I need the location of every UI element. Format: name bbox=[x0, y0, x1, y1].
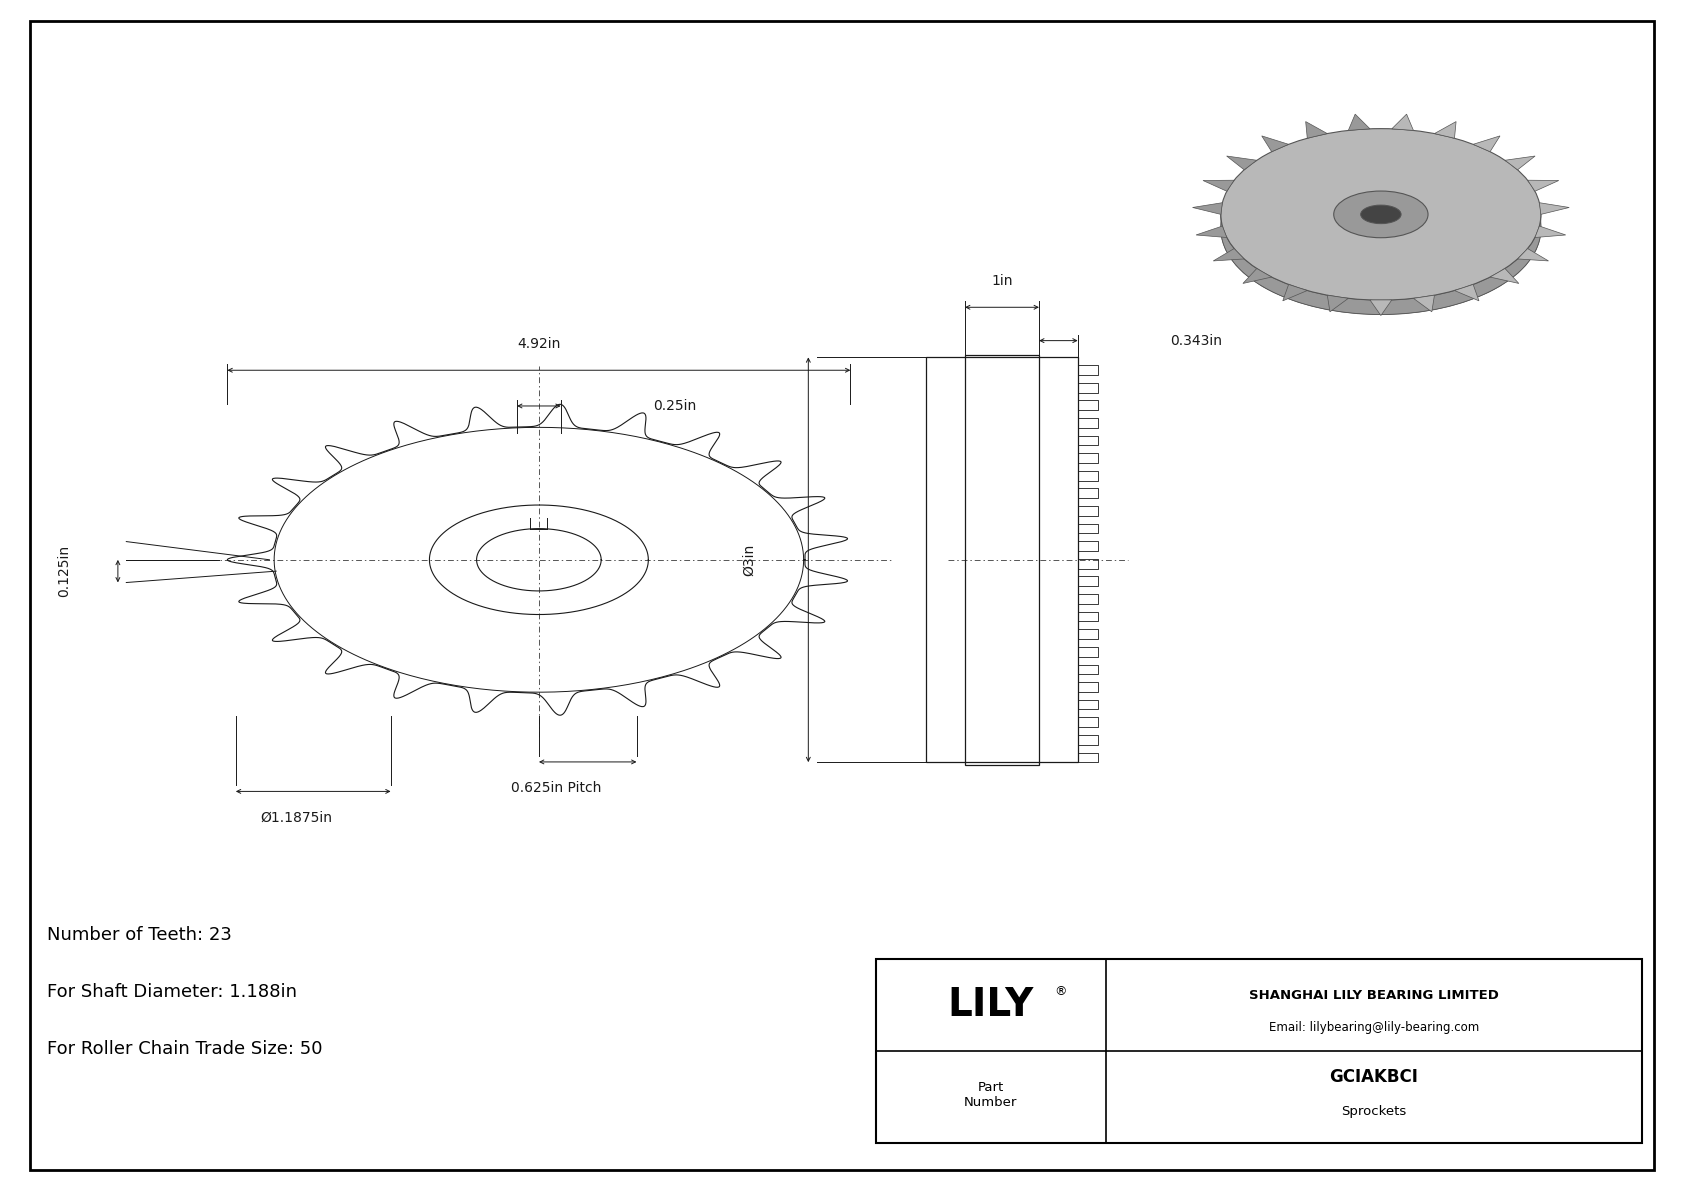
Text: SHANGHAI LILY BEARING LIMITED: SHANGHAI LILY BEARING LIMITED bbox=[1250, 990, 1499, 1002]
Polygon shape bbox=[1534, 226, 1566, 237]
Polygon shape bbox=[1490, 268, 1519, 283]
Text: For Shaft Diameter: 1.188in: For Shaft Diameter: 1.188in bbox=[47, 983, 296, 1002]
Text: 0.625in Pitch: 0.625in Pitch bbox=[510, 781, 601, 796]
Text: For Roller Chain Trade Size: 50: For Roller Chain Trade Size: 50 bbox=[47, 1040, 323, 1059]
Text: Ø1.1875in: Ø1.1875in bbox=[261, 811, 332, 824]
Polygon shape bbox=[1305, 121, 1327, 138]
Polygon shape bbox=[1261, 136, 1288, 151]
Polygon shape bbox=[1505, 156, 1536, 170]
Ellipse shape bbox=[1361, 205, 1401, 224]
Polygon shape bbox=[1435, 121, 1457, 138]
Text: Sprockets: Sprockets bbox=[1340, 1105, 1406, 1118]
Polygon shape bbox=[1391, 114, 1413, 131]
Polygon shape bbox=[1539, 202, 1569, 214]
Polygon shape bbox=[1455, 285, 1479, 301]
Polygon shape bbox=[1212, 249, 1244, 261]
Text: 1in: 1in bbox=[992, 274, 1012, 288]
Text: 4.92in: 4.92in bbox=[517, 337, 561, 351]
Text: 0.343in: 0.343in bbox=[1170, 333, 1223, 348]
Polygon shape bbox=[1202, 180, 1234, 192]
Polygon shape bbox=[1226, 156, 1256, 170]
Text: Ø3in: Ø3in bbox=[743, 543, 756, 576]
Text: GCIAKBCI: GCIAKBCI bbox=[1329, 1068, 1418, 1086]
Polygon shape bbox=[1196, 226, 1228, 237]
Polygon shape bbox=[1243, 268, 1271, 283]
Polygon shape bbox=[1192, 202, 1223, 214]
Bar bbox=[965, 355, 1039, 765]
Ellipse shape bbox=[1334, 191, 1428, 238]
Polygon shape bbox=[1474, 136, 1500, 151]
Text: Number of Teeth: 23: Number of Teeth: 23 bbox=[47, 925, 232, 944]
Text: ®: ® bbox=[1054, 985, 1068, 998]
Bar bbox=[926, 357, 1078, 762]
Text: LILY: LILY bbox=[948, 986, 1034, 1024]
Polygon shape bbox=[1371, 300, 1391, 316]
Polygon shape bbox=[1527, 180, 1559, 192]
Bar bbox=[876, 959, 1642, 1143]
Polygon shape bbox=[1349, 114, 1371, 131]
Ellipse shape bbox=[1221, 129, 1541, 300]
Polygon shape bbox=[1327, 295, 1349, 312]
Text: Email: lilybearing@lily-bearing.com: Email: lilybearing@lily-bearing.com bbox=[1268, 1021, 1479, 1034]
Polygon shape bbox=[1413, 295, 1435, 312]
Ellipse shape bbox=[1221, 143, 1541, 314]
Polygon shape bbox=[1283, 285, 1307, 301]
Polygon shape bbox=[1221, 214, 1541, 314]
Text: 0.25in: 0.25in bbox=[653, 399, 697, 413]
Text: Part
Number: Part Number bbox=[963, 1081, 1017, 1109]
Text: 0.125in: 0.125in bbox=[57, 545, 71, 597]
Polygon shape bbox=[1517, 249, 1549, 261]
